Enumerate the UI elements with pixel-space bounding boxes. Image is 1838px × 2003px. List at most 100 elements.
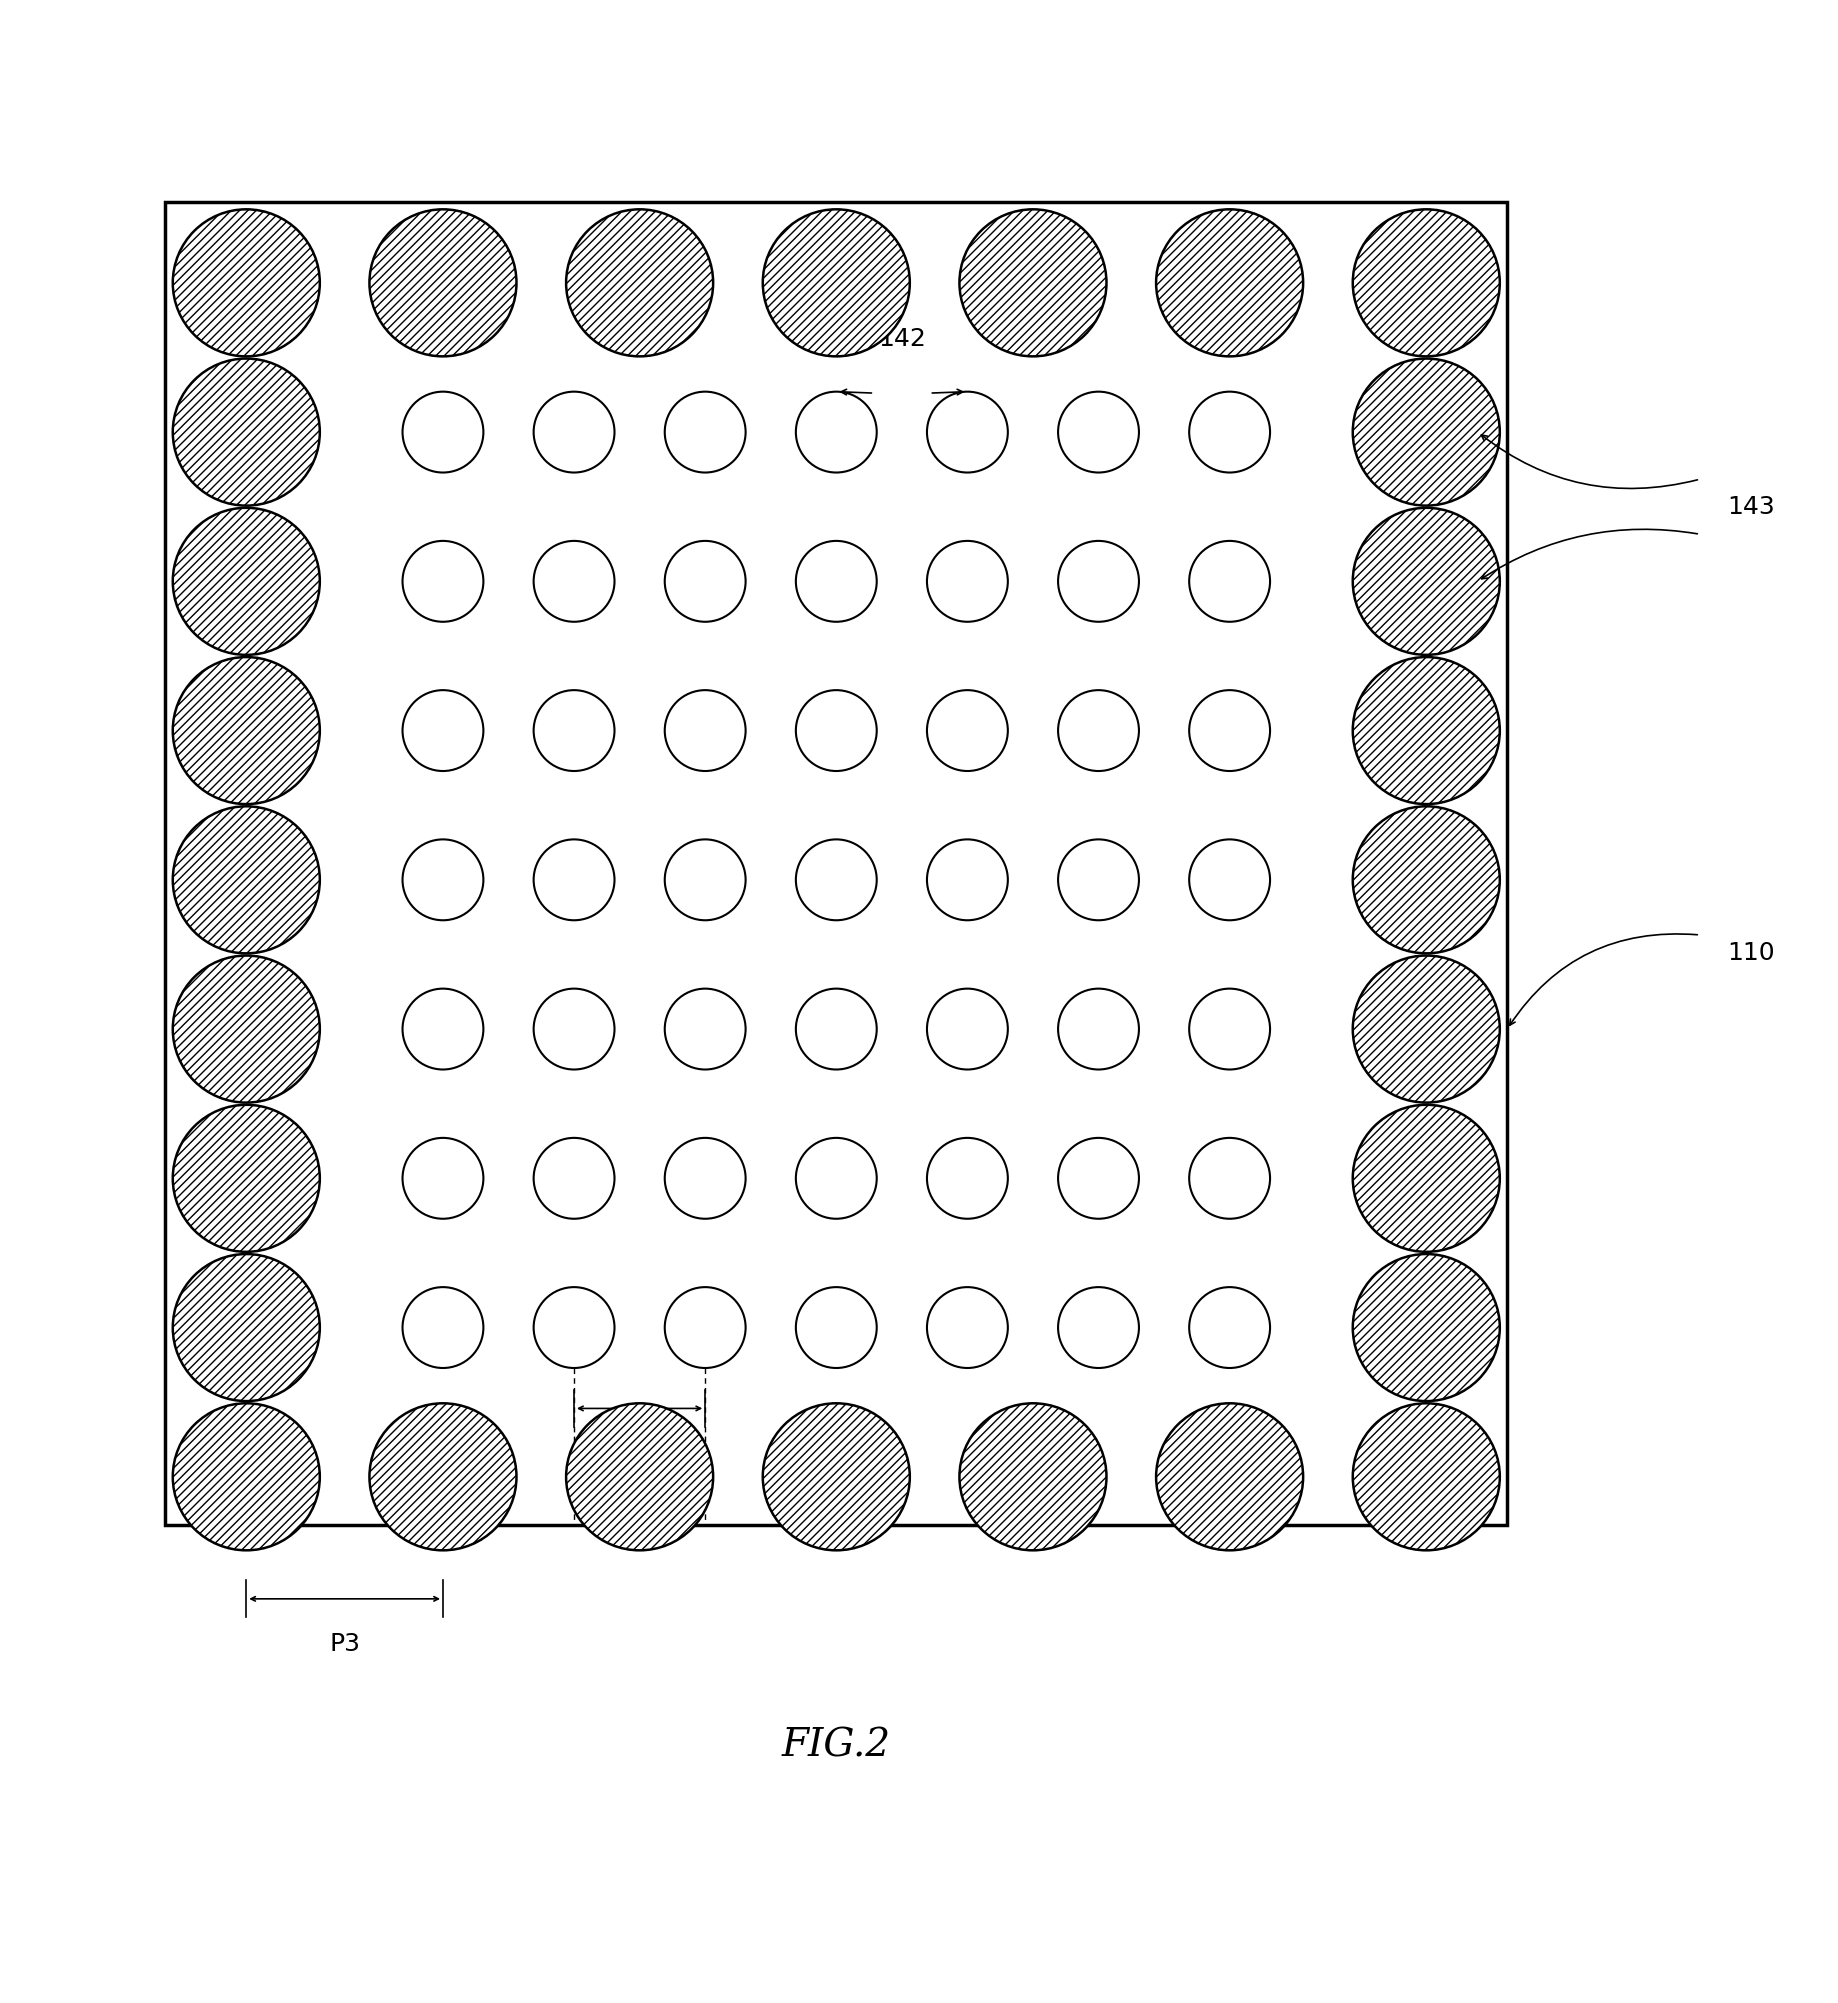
Circle shape: [926, 1288, 1007, 1368]
Circle shape: [1353, 657, 1500, 803]
Circle shape: [763, 1404, 910, 1550]
Circle shape: [173, 1254, 320, 1400]
Circle shape: [403, 691, 483, 771]
Circle shape: [1353, 210, 1500, 357]
Circle shape: [1353, 1254, 1500, 1400]
Circle shape: [1353, 1404, 1500, 1550]
Circle shape: [1059, 839, 1140, 919]
Text: 142: 142: [879, 326, 926, 351]
Circle shape: [1189, 989, 1270, 1070]
Circle shape: [1353, 955, 1500, 1102]
Circle shape: [369, 1404, 516, 1550]
Circle shape: [1353, 807, 1500, 953]
Circle shape: [1353, 509, 1500, 655]
Circle shape: [173, 509, 320, 655]
Circle shape: [1353, 657, 1500, 803]
Circle shape: [796, 1288, 877, 1368]
Circle shape: [1353, 210, 1500, 357]
Circle shape: [173, 1254, 320, 1400]
Circle shape: [665, 691, 746, 771]
Circle shape: [566, 1404, 713, 1550]
Circle shape: [1189, 393, 1270, 473]
Circle shape: [369, 210, 516, 357]
Circle shape: [665, 393, 746, 473]
Circle shape: [1353, 359, 1500, 505]
Circle shape: [796, 839, 877, 919]
Circle shape: [1189, 541, 1270, 621]
Circle shape: [1059, 989, 1140, 1070]
Circle shape: [566, 210, 713, 357]
Circle shape: [173, 359, 320, 505]
Circle shape: [533, 1288, 614, 1368]
Circle shape: [926, 989, 1007, 1070]
Circle shape: [665, 541, 746, 621]
Circle shape: [1353, 1404, 1500, 1550]
Circle shape: [403, 839, 483, 919]
Circle shape: [959, 210, 1106, 357]
Circle shape: [533, 1138, 614, 1218]
Bar: [165, 202, 1507, 1526]
Circle shape: [566, 1404, 713, 1550]
Circle shape: [369, 1404, 516, 1550]
Circle shape: [926, 691, 1007, 771]
Circle shape: [173, 657, 320, 803]
Circle shape: [1353, 807, 1500, 953]
Circle shape: [796, 541, 877, 621]
Circle shape: [1059, 541, 1140, 621]
Circle shape: [403, 1288, 483, 1368]
Circle shape: [1353, 1106, 1500, 1252]
Circle shape: [1156, 210, 1303, 357]
Circle shape: [1189, 691, 1270, 771]
Circle shape: [1353, 955, 1500, 1102]
Circle shape: [1353, 359, 1500, 505]
Circle shape: [1189, 839, 1270, 919]
Circle shape: [926, 1138, 1007, 1218]
Circle shape: [926, 393, 1007, 473]
Circle shape: [1156, 210, 1303, 357]
Circle shape: [796, 691, 877, 771]
Circle shape: [796, 1138, 877, 1218]
Circle shape: [369, 210, 516, 357]
Circle shape: [173, 657, 320, 803]
Circle shape: [173, 955, 320, 1102]
Circle shape: [173, 807, 320, 953]
Circle shape: [173, 1106, 320, 1252]
Circle shape: [566, 210, 713, 357]
Circle shape: [533, 393, 614, 473]
Text: P2: P2: [625, 1446, 654, 1468]
Circle shape: [1353, 1254, 1500, 1400]
Text: 110: 110: [1728, 941, 1776, 965]
Circle shape: [665, 1138, 746, 1218]
Circle shape: [403, 393, 483, 473]
Circle shape: [1059, 393, 1140, 473]
Circle shape: [403, 1138, 483, 1218]
Circle shape: [763, 1404, 910, 1550]
Circle shape: [173, 509, 320, 655]
Circle shape: [173, 1106, 320, 1252]
Circle shape: [403, 541, 483, 621]
Circle shape: [1059, 691, 1140, 771]
Circle shape: [1189, 1138, 1270, 1218]
Circle shape: [173, 807, 320, 953]
Circle shape: [665, 989, 746, 1070]
Circle shape: [403, 989, 483, 1070]
Circle shape: [1353, 509, 1500, 655]
Circle shape: [926, 839, 1007, 919]
Circle shape: [1156, 1404, 1303, 1550]
Circle shape: [763, 210, 910, 357]
Circle shape: [173, 210, 320, 357]
Circle shape: [796, 393, 877, 473]
Circle shape: [173, 359, 320, 505]
Circle shape: [665, 1288, 746, 1368]
Text: P3: P3: [329, 1632, 360, 1656]
Circle shape: [1353, 1106, 1500, 1252]
Text: FIG.2: FIG.2: [781, 1727, 891, 1765]
Circle shape: [926, 541, 1007, 621]
Circle shape: [173, 210, 320, 357]
Circle shape: [1189, 1288, 1270, 1368]
Circle shape: [173, 1404, 320, 1550]
Circle shape: [1059, 1288, 1140, 1368]
Circle shape: [533, 839, 614, 919]
Circle shape: [1156, 1404, 1303, 1550]
Circle shape: [763, 210, 910, 357]
